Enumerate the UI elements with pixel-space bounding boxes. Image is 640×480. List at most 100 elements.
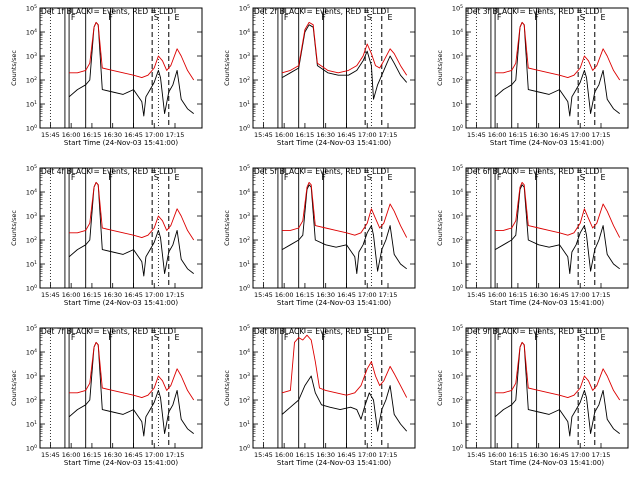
- y-axis-label: Counts/sec: [436, 370, 444, 406]
- x-tick-label: 16:00: [62, 131, 81, 139]
- x-tick-label: 16:30: [529, 451, 548, 459]
- y-tick-exponent: 3: [460, 52, 463, 58]
- y-tick-label: 101: [452, 420, 463, 429]
- y-tick-label: 104: [452, 348, 463, 357]
- y-tick-label: 103: [452, 372, 463, 381]
- x-axis-label: Start Time (24-Nov-03 15:41:00): [64, 139, 178, 147]
- x-tick-label: 16:45: [337, 131, 356, 139]
- x-tick-label: 17:15: [379, 131, 398, 139]
- plot-frame: [39, 327, 203, 449]
- flag-label: F: [321, 13, 326, 22]
- flag-label: F: [108, 173, 113, 182]
- x-tick-label: 16:15: [83, 131, 102, 139]
- plot-frame: [465, 327, 629, 449]
- flag-label: F: [534, 173, 539, 182]
- series-events: [281, 24, 408, 100]
- flag-label: S: [367, 333, 372, 342]
- x-tick-label: 16:45: [124, 291, 143, 299]
- x-axis-label: Start Time (24-Nov-03 15:41:00): [277, 299, 391, 307]
- y-tick-label: 105: [239, 4, 250, 13]
- x-tick-label: 16:15: [296, 291, 315, 299]
- series-events: [281, 184, 407, 275]
- panel-title: Det 4f BLACK = Events, RED = LLD: [41, 167, 174, 176]
- series-events: [68, 341, 194, 437]
- x-tick-label: 15:45: [254, 451, 273, 459]
- plot-frame: [252, 167, 416, 289]
- y-tick-label: 101: [452, 100, 463, 109]
- y-tick-exponent: 0: [460, 444, 463, 450]
- series-lld: [495, 341, 621, 401]
- y-tick-exponent: 4: [247, 348, 250, 354]
- y-tick-exponent: 5: [247, 4, 250, 10]
- y-tick-exponent: 2: [460, 76, 463, 82]
- y-tick-label: 105: [239, 164, 250, 173]
- y-axis-label: Counts/sec: [223, 210, 231, 246]
- panel-title: Det 9f BLACK = Events, RED = LLD: [467, 327, 600, 336]
- y-tick-exponent: 0: [34, 124, 37, 130]
- y-tick-exponent: 5: [34, 164, 37, 170]
- x-axis-label: Start Time (24-Nov-03 15:41:00): [490, 139, 604, 147]
- y-tick-label: 102: [239, 396, 250, 405]
- x-tick-label: 17:15: [166, 451, 185, 459]
- flag-label: F: [497, 13, 502, 22]
- flag-label: E: [601, 333, 606, 342]
- x-tick-label: 16:45: [124, 131, 143, 139]
- y-axis-label: Counts/sec: [10, 370, 18, 406]
- y-tick-exponent: 4: [247, 188, 250, 194]
- y-tick-label: 101: [239, 260, 250, 269]
- series-events: [68, 21, 194, 117]
- series-events: [494, 184, 620, 275]
- plot-frame: [39, 167, 203, 289]
- x-tick-label: 16:30: [529, 131, 548, 139]
- series-events: [494, 341, 620, 437]
- y-tick-exponent: 3: [247, 52, 250, 58]
- series-lld: [69, 21, 195, 81]
- y-tick-exponent: 0: [247, 284, 250, 290]
- x-axis-label: Start Time (24-Nov-03 15:41:00): [490, 299, 604, 307]
- y-tick-label: 104: [26, 28, 37, 37]
- flag-label: S: [154, 13, 159, 22]
- plot-frame: [252, 327, 416, 449]
- flag-label: E: [175, 333, 180, 342]
- flag-label: F: [534, 333, 539, 342]
- y-tick-label: 102: [239, 76, 250, 85]
- y-tick-exponent: 2: [247, 76, 250, 82]
- series-lld: [281, 334, 408, 398]
- y-tick-exponent: 3: [247, 372, 250, 378]
- plot-frame: [465, 7, 629, 129]
- y-tick-label: 101: [239, 420, 250, 429]
- x-tick-label: 17:00: [358, 291, 377, 299]
- flag-label: E: [601, 13, 606, 22]
- x-tick-label: 15:45: [41, 451, 60, 459]
- flag-label: E: [388, 333, 393, 342]
- y-tick-exponent: 3: [34, 372, 37, 378]
- y-tick-label: 100: [239, 444, 250, 453]
- y-tick-label: 103: [452, 212, 463, 221]
- x-tick-label: 17:15: [592, 451, 611, 459]
- x-tick-label: 17:00: [145, 291, 164, 299]
- flag-label: E: [388, 13, 393, 22]
- y-tick-label: 100: [452, 444, 463, 453]
- series-events: [68, 181, 194, 277]
- x-tick-label: 17:15: [592, 131, 611, 139]
- flag-label: F: [284, 333, 289, 342]
- flag-label: E: [175, 173, 180, 182]
- flag-label: F: [284, 13, 289, 22]
- x-axis-label: Start Time (24-Nov-03 15:41:00): [490, 459, 604, 467]
- x-axis-label: Start Time (24-Nov-03 15:41:00): [64, 459, 178, 467]
- x-axis-label: Start Time (24-Nov-03 15:41:00): [277, 459, 391, 467]
- y-axis-label: Counts/sec: [436, 210, 444, 246]
- x-tick-label: 16:00: [488, 291, 507, 299]
- y-tick-exponent: 2: [34, 236, 37, 242]
- y-tick-exponent: 2: [247, 236, 250, 242]
- plot-frame: [465, 167, 629, 289]
- y-tick-exponent: 2: [34, 76, 37, 82]
- y-tick-exponent: 1: [460, 100, 463, 106]
- x-tick-label: 16:00: [488, 451, 507, 459]
- y-tick-label: 103: [26, 212, 37, 221]
- flag-label: E: [388, 173, 393, 182]
- y-tick-label: 103: [452, 52, 463, 61]
